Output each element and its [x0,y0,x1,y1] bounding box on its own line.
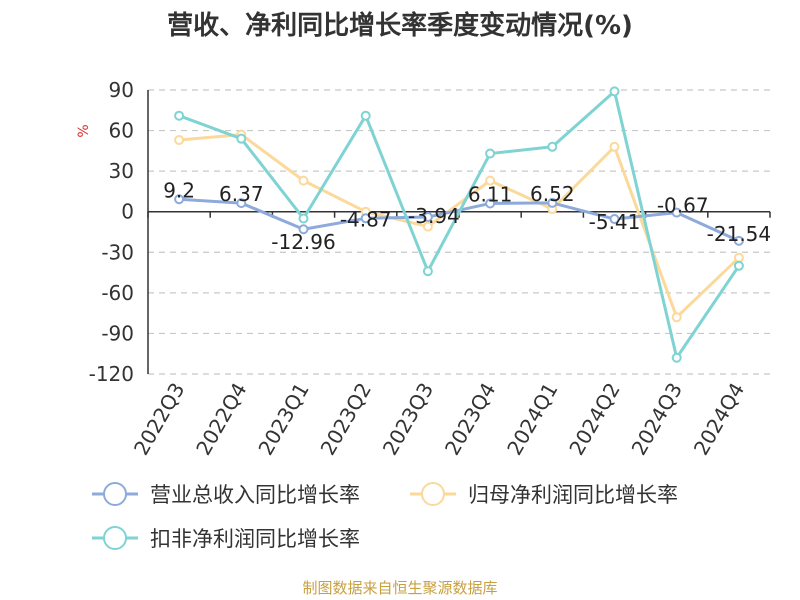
data-point [485,175,496,186]
data-label: 6.52 [530,182,575,206]
data-point [547,141,558,152]
legend-label: 扣非净利润同比增长率 [150,527,360,551]
data-label: 6.37 [219,182,264,206]
data-label: -5.41 [589,210,641,234]
legend-item[interactable]: 营业总收入同比增长率 [92,482,360,507]
data-point [609,86,620,97]
x-tick-label: 2023Q2 [316,379,376,460]
x-tick-label: 2024Q1 [502,379,562,460]
data-point [733,252,744,263]
data-point [733,235,744,246]
series-group [174,86,744,363]
series-line [178,89,741,360]
y-tick-label: -120 [89,362,134,386]
data-point [422,212,433,223]
data-point [298,175,309,186]
data-point [360,110,371,121]
x-tick-label: 2024Q4 [689,379,749,460]
data-point [174,194,185,205]
data-point [422,221,433,232]
data-label: -12.96 [271,230,335,254]
data-point [485,198,496,209]
series-line [178,133,740,319]
data-point [236,133,247,144]
data-point [609,214,620,225]
x-tick-label: 2022Q4 [191,379,251,460]
x-tick-label: 2024Q3 [627,379,687,460]
y-tick-label: 0 [121,200,134,224]
legend-label: 归母净利润同比增长率 [468,483,678,507]
legend-item[interactable]: 归母净利润同比增长率 [410,482,678,507]
y-tick-label: 30 [109,159,134,183]
data-point [485,148,496,159]
data-point [174,110,185,121]
grid-lines [148,89,770,375]
data-point [671,352,682,363]
x-tick-label: 2024Q2 [564,379,624,460]
data-point [609,141,620,152]
data-point [733,260,744,271]
y-tick-label: -60 [101,281,134,305]
legend-label: 营业总收入同比增长率 [150,483,360,507]
source-note: 制图数据来自恒生聚源数据库 [302,579,497,597]
legend-marker [103,482,127,506]
y-tick-label: 60 [109,119,134,143]
y-tick-label: -90 [101,321,134,345]
data-point [547,197,558,208]
data-point [422,266,433,277]
data-point [236,198,247,209]
legend-marker [421,482,445,506]
data-point [298,213,309,224]
data-label: -0.67 [657,194,709,218]
y-axis-unit-label: % [76,124,92,137]
data-label: -3.94 [408,204,460,228]
data-point [671,207,682,218]
data-point [671,312,682,323]
data-label: 9.2 [163,178,195,202]
data-label: -21.54 [707,222,771,246]
legend-item[interactable]: 扣非净利润同比增长率 [92,526,360,551]
data-label: -4.87 [340,207,392,231]
data-point [298,224,309,235]
data-point [174,135,185,146]
data-point [360,213,371,224]
x-tick-label: 2022Q3 [129,379,189,460]
data-labels: 9.2 6.37 -12.96-4.87 -3.94 6.11 6.52 -5.41 -0.6… [163,178,771,254]
chart-title: 营收、净利同比增长率季度变动情况(%) [167,10,633,41]
y-tick-label: -30 [101,240,134,264]
legend-marker [103,526,127,550]
y-tick-label: 90 [109,78,134,102]
data-label: 6.11 [468,182,513,206]
x-tick-label: 2023Q1 [253,379,313,460]
x-tick-label: 2023Q4 [440,378,500,459]
x-tick-label: 2023Q3 [378,379,438,460]
